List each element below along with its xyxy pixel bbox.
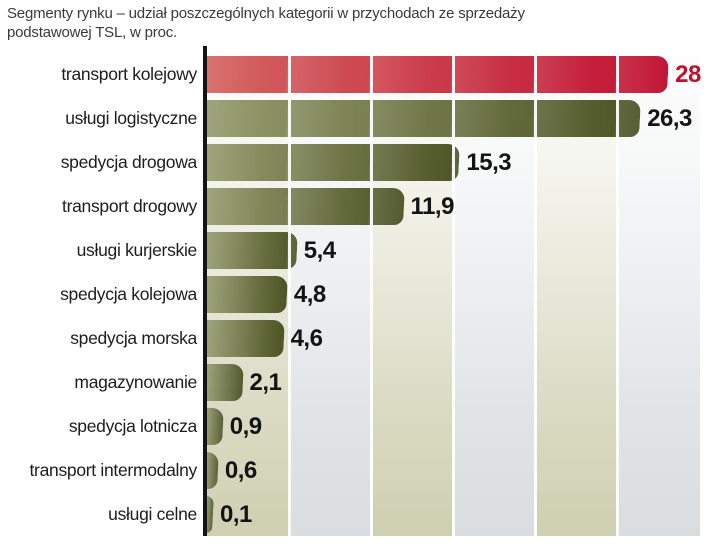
category-label: usługi celne (108, 504, 197, 524)
gridline (369, 52, 373, 536)
category-label: transport intermodalny (29, 460, 197, 480)
bar (204, 100, 642, 137)
category-label: transport drogowy (62, 196, 197, 216)
value-label: 0,1 (220, 501, 252, 528)
bar (204, 232, 298, 269)
category-label: magazynowanie (74, 372, 197, 392)
value-label: 4,6 (290, 325, 323, 352)
value-label: 4,8 (293, 281, 326, 308)
value-label: 2,1 (249, 369, 282, 396)
gridline (616, 52, 620, 536)
y-axis-line (203, 46, 207, 536)
chart-title: Segmenty rynku – udział poszczególnych k… (7, 4, 707, 42)
bar (204, 144, 461, 181)
bar (204, 320, 285, 357)
category-label: spedycja lotnicza (68, 416, 197, 436)
category-label: spedycja kolejowa (60, 284, 197, 304)
value-label: 15,3 (466, 149, 512, 176)
value-label: 28 (675, 61, 701, 88)
value-label: 11,9 (410, 193, 455, 220)
bar-highlight (204, 56, 670, 93)
chart-title-line1: Segmenty rynku – udział poszczególnych k… (7, 5, 525, 22)
value-label: 0,9 (229, 413, 262, 440)
category-label: spedycja drogowa (60, 152, 198, 172)
gridline (534, 52, 538, 536)
gridline (452, 52, 455, 536)
bar (204, 364, 244, 401)
category-label: usługi kurjerskie (76, 240, 198, 260)
gridline (287, 52, 291, 536)
bar (204, 276, 288, 313)
category-label: transport kolejowy (61, 64, 197, 84)
value-label: 5,4 (303, 237, 336, 264)
value-label: 26,3 (647, 105, 692, 132)
chart-title-line2: podstawowej TSL, w proc. (7, 24, 178, 41)
category-label: spedycja morska (70, 328, 197, 348)
bar (204, 188, 405, 225)
value-label: 0,6 (224, 457, 257, 484)
category-label: usługi logistyczne (65, 108, 197, 128)
